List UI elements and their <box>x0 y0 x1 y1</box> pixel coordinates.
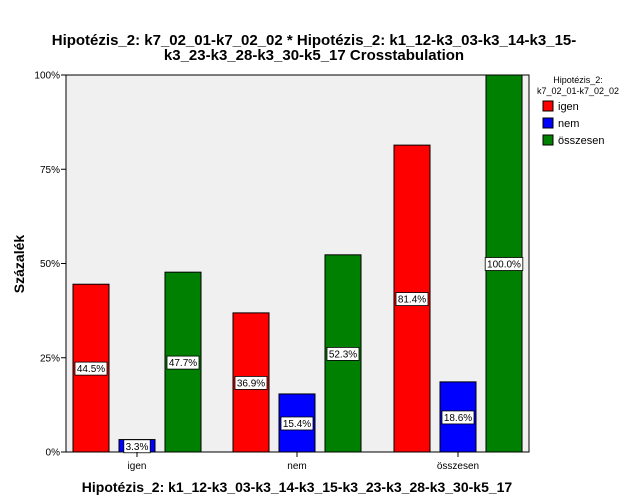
legend-label-nem: nem <box>558 118 579 130</box>
data-label-box <box>326 347 360 361</box>
legend: Hipotézis_2: k7_02_01-k7_02_02 igen nem ös… <box>537 75 619 147</box>
x-axis: igen nem összesen <box>128 452 479 472</box>
x-tick-label: igen <box>128 461 147 472</box>
data-label: 100.0% <box>487 260 521 271</box>
chart-title-line-1: Hipotézis_2: k7_02_01-k7_02_02 * Hipotéz… <box>52 32 577 49</box>
x-tick-label: nem <box>287 461 306 472</box>
y-axis-title: Százalék <box>11 235 27 294</box>
data-label: 52.3% <box>329 349 357 360</box>
x-axis-title: Hipotézis_2: k1_12-k3_03-k3_14-k3_15-k3_… <box>82 479 513 495</box>
y-tick-label: 25% <box>40 353 60 364</box>
legend-title-line-1: Hipotézis_2: <box>553 75 603 85</box>
data-label-box <box>74 361 108 376</box>
y-axis: 0% 25% 50% 75% 100% <box>34 71 66 459</box>
data-label-box <box>484 257 524 271</box>
y-tick-label: 0% <box>46 448 61 459</box>
bars-group: 44.5% 3.3% 47.7% 36.9% 15.4% 52.3% 81.4% 18.6% 1… <box>72 74 524 454</box>
data-label: 3.3% <box>126 442 149 453</box>
data-label-box <box>234 376 268 390</box>
legend-swatch-igen <box>542 100 554 112</box>
y-tick-label: 100% <box>34 71 60 82</box>
data-label: 15.4% <box>283 419 311 430</box>
chart-title-line-2: k3_23-k3_28-k3_30-k5_17 Crosstabulation <box>164 47 464 64</box>
data-label: 36.9% <box>237 378 265 389</box>
data-label: 47.7% <box>169 358 197 369</box>
legend-swatch-nem <box>542 117 554 129</box>
legend-title-line-2: k7_02_01-k7_02_02 <box>537 86 619 96</box>
data-label: 18.6% <box>444 413 472 424</box>
data-label-box <box>166 355 200 370</box>
data-label-box <box>441 410 475 425</box>
data-label: 81.4% <box>398 295 426 306</box>
data-label: 44.5% <box>77 364 105 375</box>
legend-label-összesen: összesen <box>558 135 604 147</box>
legend-swatch-összesen <box>542 134 554 146</box>
data-label-box <box>395 292 429 306</box>
data-label-box <box>280 416 314 431</box>
legend-label-igen: igen <box>558 101 579 113</box>
y-tick-label: 50% <box>40 259 60 270</box>
y-tick-label: 75% <box>40 165 60 176</box>
x-tick-label: összesen <box>437 461 479 472</box>
